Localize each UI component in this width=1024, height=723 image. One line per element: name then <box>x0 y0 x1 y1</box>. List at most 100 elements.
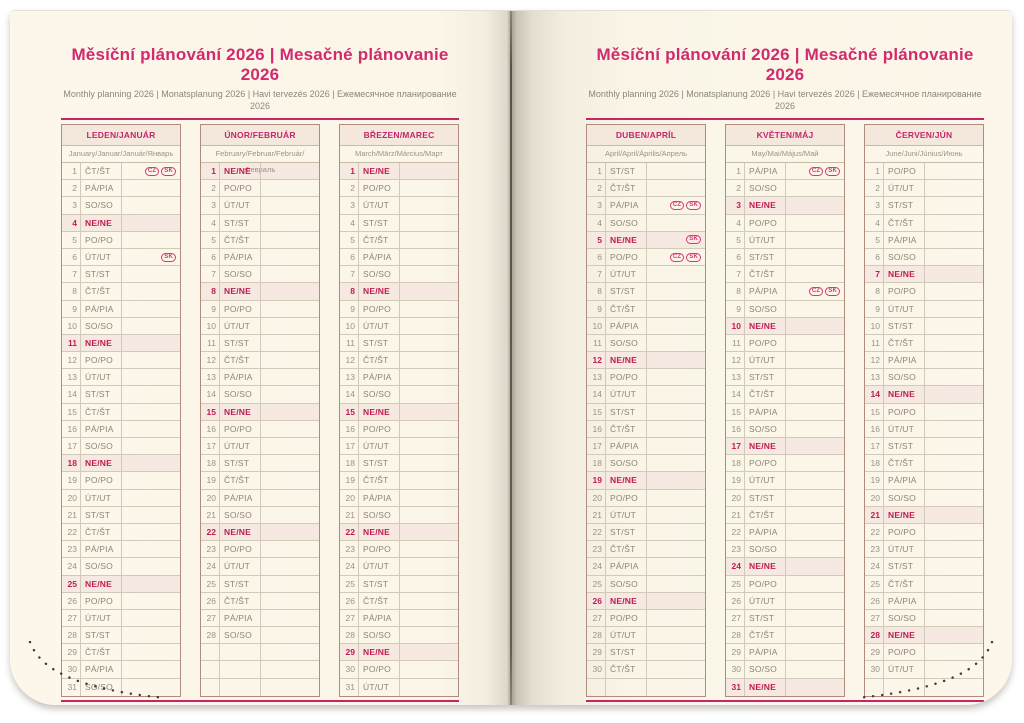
day-row: 31 SO/SO <box>62 678 180 696</box>
day-abbrev: PÁ/PIA <box>220 248 261 266</box>
day-number: 22 <box>201 523 220 541</box>
day-abbrev: ÚT/UT <box>745 352 786 369</box>
day-number: 2 <box>587 180 606 197</box>
day-number: 3 <box>587 197 606 214</box>
day-number: 14 <box>340 386 359 403</box>
day-abbrev: ST/ST <box>81 266 122 283</box>
day-number: 30 <box>865 661 884 678</box>
day-row: 7 SO/SO <box>340 266 458 284</box>
day-number: 22 <box>62 523 81 541</box>
day-abbrev: ČT/ŠT <box>359 472 400 489</box>
day-row: 4 PO/PO <box>726 214 844 232</box>
day-abbrev: ST/ST <box>220 334 261 352</box>
day-abbrev: SO/SO <box>81 558 122 575</box>
day-abbrev: PO/PO <box>220 300 261 317</box>
day-abbrev: PÁ/PIA <box>745 283 786 300</box>
day-row: 11 ST/ST <box>201 334 319 353</box>
day-row: 26 ÚT/UT <box>726 592 844 610</box>
day-row: 2 PÁ/PIA <box>62 180 180 198</box>
day-abbrev: NE/NE <box>359 403 400 420</box>
day-note-cell <box>261 679 319 696</box>
day-abbrev: PO/PO <box>884 523 925 541</box>
day-note-cell <box>122 610 180 626</box>
day-note-cell <box>400 627 458 643</box>
day-row: 8 NE/NE <box>340 283 458 301</box>
page-subtitle: Monthly planning 2026 | Monatsplanung 20… <box>63 89 457 111</box>
empty-row <box>865 678 983 696</box>
day-abbrev: ČT/ŠT <box>606 180 647 197</box>
day-number: 6 <box>201 248 220 266</box>
day-abbrev: ČT/ŠT <box>606 661 647 678</box>
day-number: 10 <box>587 317 606 334</box>
day-row: 15 PÁ/PIA <box>726 403 844 421</box>
day-note-cell <box>122 404 180 420</box>
day-abbrev: ČT/ŠT <box>81 163 122 180</box>
day-note-cell <box>261 163 319 179</box>
day-row: 24 PÁ/PIA <box>587 558 705 576</box>
day-abbrev: ÚT/UT <box>220 197 261 214</box>
day-abbrev: SO/SO <box>220 506 261 523</box>
day-note-cell <box>647 352 705 368</box>
day-number: 2 <box>62 180 81 197</box>
day-row: 1 NE/NE <box>201 163 319 181</box>
day-abbrev: PÁ/PIA <box>81 420 122 437</box>
day-row: 26 NE/NE <box>587 592 705 610</box>
day-note-cell <box>122 541 180 557</box>
day-number: 21 <box>726 506 745 523</box>
day-row: 22 ČT/ŠT <box>62 523 180 542</box>
day-note-cell <box>647 283 705 299</box>
day-number: 24 <box>726 558 745 575</box>
day-note-cell <box>925 404 983 420</box>
day-note-cell <box>400 472 458 488</box>
day-number: 27 <box>726 609 745 627</box>
day-number: 22 <box>340 523 359 541</box>
day-abbrev: ÚT/UT <box>81 248 122 266</box>
page-left: Měsíční plánování 2026 | Mesačné plánova… <box>10 11 510 705</box>
day-row: 8 ST/ST <box>587 283 705 301</box>
day-abbrev: ST/ST <box>745 489 786 506</box>
day-row: 5 ČT/ŠT <box>340 231 458 249</box>
day-row: 9 PO/PO <box>201 300 319 318</box>
day-abbrev: ÚT/UT <box>220 558 261 575</box>
day-number: 20 <box>62 489 81 506</box>
day-row: 14 SO/SO <box>340 386 458 404</box>
day-abbrev: PO/PO <box>745 214 786 231</box>
day-note-cell <box>925 610 983 626</box>
day-number: 17 <box>726 438 745 455</box>
day-abbrev: PÁ/PIA <box>359 369 400 386</box>
day-note-cell <box>400 524 458 540</box>
day-note-cell <box>400 404 458 420</box>
day-note-cell <box>925 232 983 248</box>
day-row: 30 PÁ/PIA <box>62 661 180 679</box>
day-abbrev: SO/SO <box>745 541 786 558</box>
day-number: 22 <box>865 523 884 541</box>
day-note-cell <box>786 661 844 677</box>
day-note-cell <box>261 558 319 574</box>
day-note-cell <box>925 163 983 179</box>
day-number: 21 <box>865 506 884 523</box>
day-note-cell <box>925 507 983 523</box>
day-row: 13 ST/ST <box>726 369 844 387</box>
day-number: 10 <box>201 317 220 334</box>
day-note-cell <box>786 593 844 609</box>
day-abbrev: SO/SO <box>745 420 786 437</box>
day-note-cell <box>122 507 180 523</box>
day-row: 30 PO/PO <box>340 661 458 679</box>
day-note-cell <box>400 541 458 557</box>
day-row: 6 PÁ/PIA <box>340 248 458 267</box>
day-note-cell <box>400 301 458 317</box>
day-number: 30 <box>340 661 359 678</box>
day-number: 27 <box>62 609 81 627</box>
day-abbrev: PÁ/PIA <box>359 489 400 506</box>
day-abbrev: ČT/ŠT <box>359 592 400 609</box>
day-note-cell <box>786 335 844 351</box>
day-note-cell <box>925 215 983 231</box>
day-row: 16 ÚT/UT <box>865 420 983 438</box>
day-abbrev: ST/ST <box>606 644 647 661</box>
day-note-cell <box>261 610 319 626</box>
day-abbrev: ČT/ŠT <box>745 266 786 283</box>
day-number: 16 <box>587 420 606 437</box>
day-abbrev: SO/SO <box>606 575 647 592</box>
day-row: 30 SO/SO <box>726 661 844 679</box>
day-row: 10 SO/SO <box>62 317 180 335</box>
